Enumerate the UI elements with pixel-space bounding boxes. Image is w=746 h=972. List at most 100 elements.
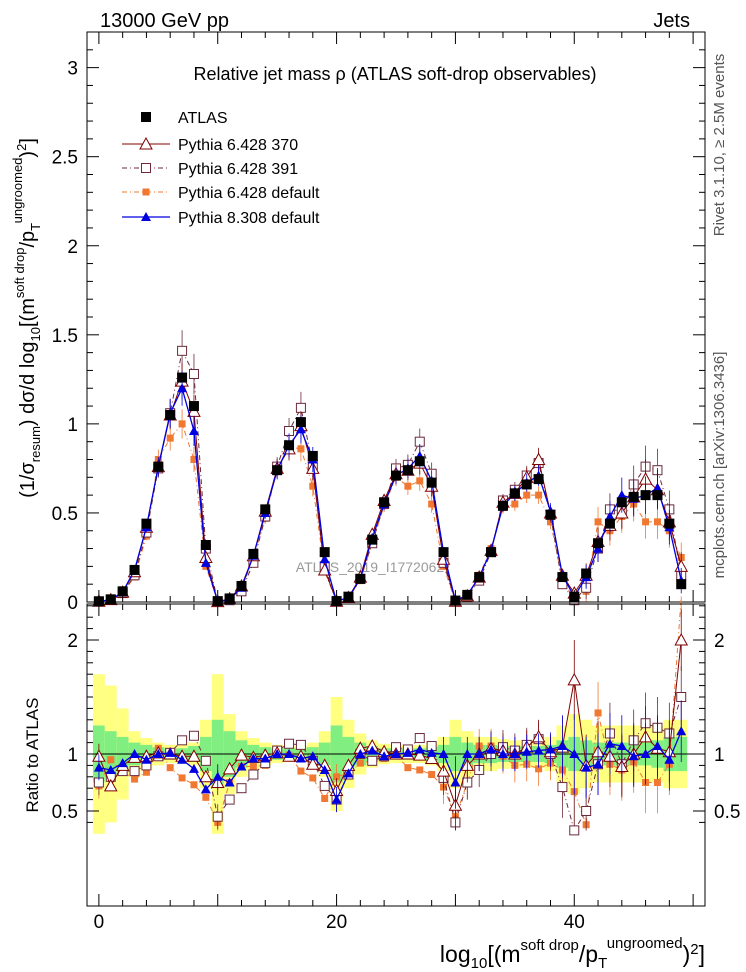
- ratio-point-py8_default: [438, 749, 449, 758]
- ratio-point-py8_default: [414, 744, 425, 754]
- main-point-py6_default: [653, 518, 661, 526]
- ratio-point-py6_391: [581, 806, 592, 816]
- main-point-py8_default: [616, 490, 627, 500]
- main-point-atlas: [402, 465, 413, 476]
- main-point-atlas: [236, 580, 247, 591]
- ratio-point-py6_370: [234, 748, 249, 761]
- ratio-point-py8_default: [640, 749, 651, 758]
- ratio-y-tick-label-right: 2: [714, 631, 725, 652]
- main-point-py8_default: [177, 383, 188, 393]
- main-y-axis-label: (1/σresum) dσ/d log10[(msoft drop/pTungr…: [10, 138, 43, 498]
- legend-label: Pythia 6.428 default: [178, 185, 320, 202]
- main-point-atlas: [272, 465, 283, 476]
- ratio-point-py8_default: [486, 744, 497, 754]
- ratio-point-py8_default: [188, 763, 199, 773]
- ratio-point-py8_default: [557, 741, 568, 751]
- main-y-tick-label: 1: [67, 415, 78, 436]
- ratio-point-py6_default: [142, 768, 150, 776]
- ratio-line-py6_391: [98, 696, 682, 832]
- main-point-py8_default: [295, 424, 306, 434]
- ratio-point-py8_default: [676, 726, 687, 736]
- ratio-point-py6_370: [305, 757, 320, 770]
- ratio-point-py8_default: [509, 749, 520, 758]
- x-tick-label: 40: [564, 912, 585, 933]
- ratio-point-py6_391: [295, 739, 306, 750]
- ratio-point-py6_default: [535, 765, 543, 773]
- ratio-point-py6_370: [412, 748, 427, 761]
- main-point-atlas: [117, 586, 128, 597]
- ratio-series-py8_default: [93, 700, 687, 813]
- ratio-point-py8_default: [248, 753, 259, 763]
- ratio-y-tick-label: 1: [67, 745, 78, 766]
- ratio-point-py6_370: [103, 778, 118, 792]
- main-point-atlas: [616, 497, 627, 508]
- main-point-atlas: [177, 372, 188, 383]
- ratio-point-py6_370: [199, 769, 213, 783]
- ratio-point-py6_default: [321, 794, 329, 802]
- x-axis-label: log10[(msoft drop/pTungroomed)2]: [440, 935, 705, 972]
- main-point-atlas: [521, 479, 532, 490]
- ratio-point-py8_default: [367, 745, 378, 755]
- ratio-point-py6_default: [416, 766, 424, 774]
- ratio-point-py6_391: [212, 811, 223, 822]
- ratio-point-py8_default: [628, 751, 639, 761]
- ratio-point-py6_default: [107, 756, 115, 764]
- legend-entry-atlas: ATLAS: [141, 110, 228, 127]
- ratio-point-py8_default: [497, 749, 508, 758]
- legend-label: ATLAS: [178, 110, 228, 127]
- analysis-watermark: ATLAS_2019_I1772062: [296, 559, 445, 575]
- main-point-atlas: [676, 579, 687, 590]
- main-point-atlas: [486, 547, 497, 558]
- ratio-point-py6_default: [309, 774, 317, 782]
- ratio-y-tick-label: 0.5: [52, 802, 78, 823]
- ratio-point-py6_default: [404, 764, 412, 772]
- main-point-atlas: [343, 591, 354, 602]
- ratio-point-py6_391: [177, 735, 188, 746]
- ratio-point-py6_default: [428, 771, 436, 779]
- main-point-py6_default: [511, 500, 519, 508]
- ratio-point-py8_default: [165, 747, 176, 757]
- main-point-atlas: [628, 491, 639, 502]
- main-x-axis: [98, 32, 694, 602]
- main-point-atlas: [188, 401, 199, 412]
- ratio-point-py8_default: [545, 744, 556, 754]
- header-process: 13000 GeV pp: [100, 10, 229, 32]
- main-point-py6_370: [436, 552, 451, 565]
- ratio-point-py8_default: [664, 754, 675, 764]
- main-line-py6_default: [98, 422, 682, 603]
- ratio-point-py6_370: [567, 672, 582, 686]
- ratio-point-py6_default: [653, 779, 661, 786]
- main-point-py6_391: [295, 402, 306, 413]
- ratio-frame: [86, 603, 706, 907]
- main-point-atlas: [533, 474, 544, 485]
- ratio-point-py8_default: [604, 738, 615, 748]
- main-point-atlas: [462, 589, 473, 600]
- main-point-atlas: [497, 500, 508, 511]
- ratio-point-py8_default: [462, 749, 473, 758]
- x-tick-label: 20: [326, 912, 347, 933]
- ratio-series-group: [92, 596, 689, 836]
- ratio-point-py8_default: [391, 749, 401, 758]
- main-point-atlas: [307, 450, 318, 461]
- main-point-atlas: [165, 409, 176, 420]
- main-point-py6_default: [404, 482, 412, 490]
- main-point-py6_default: [428, 500, 436, 508]
- main-point-atlas: [438, 547, 449, 558]
- ratio-point-py6_370: [674, 632, 689, 646]
- ratio-series-py6_default: [95, 596, 682, 831]
- legend-marker: [139, 136, 153, 150]
- ratio-y-axis-label: Ratio to ATLAS: [23, 698, 42, 813]
- ratio-point-py6_391: [676, 692, 687, 702]
- ratio-point-py6_370: [424, 751, 439, 765]
- ratio-point-py8_default: [153, 749, 164, 758]
- legend-entry-py6_370: Pythia 6.428 370: [122, 136, 298, 154]
- ratio-point-py6_391: [367, 755, 378, 766]
- main-point-atlas: [295, 417, 306, 428]
- ratio-point-py8_default: [105, 764, 116, 774]
- legend-marker: [141, 112, 151, 122]
- ratio-point-py6_391: [557, 782, 568, 793]
- legend-label: Pythia 8.308 default: [178, 210, 320, 227]
- ratio-point-py6_370: [222, 761, 237, 775]
- ratio-point-py8_default: [569, 749, 580, 758]
- main-y-tick-label: 3: [67, 59, 78, 80]
